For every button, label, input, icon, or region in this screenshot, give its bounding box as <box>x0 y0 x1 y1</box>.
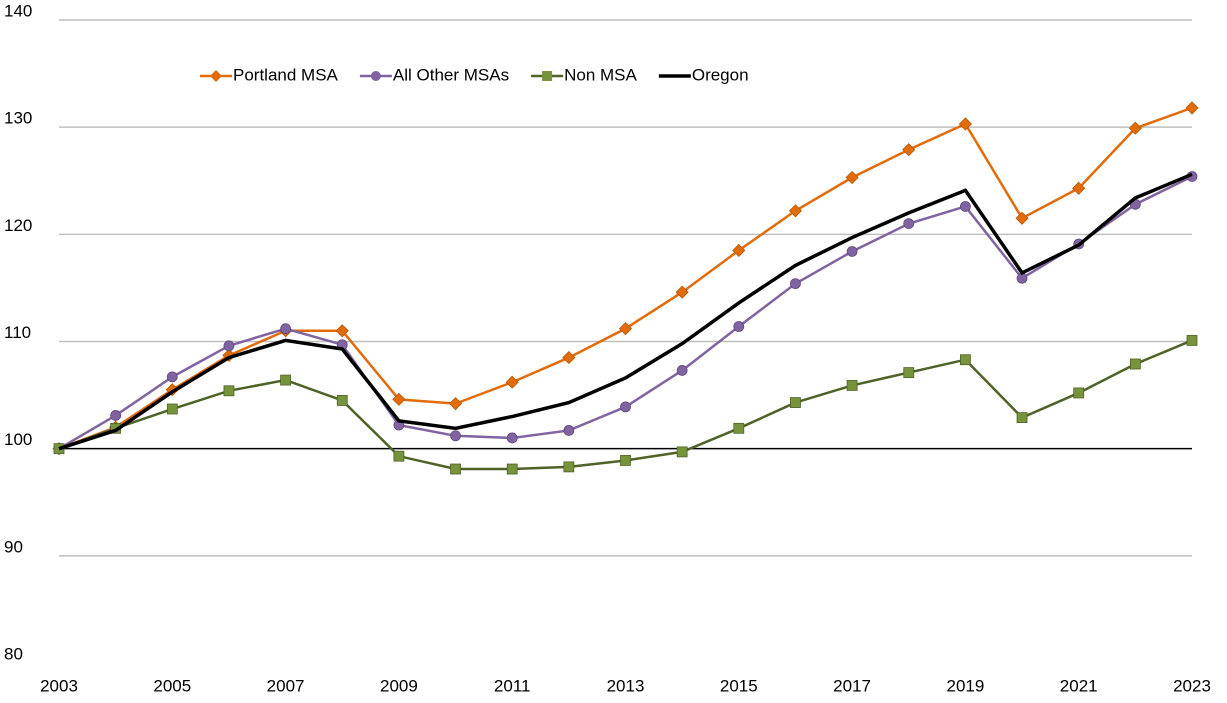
marker <box>676 365 688 376</box>
series <box>58 172 1193 451</box>
line <box>58 172 1193 451</box>
marker <box>505 375 519 389</box>
marker <box>280 323 292 335</box>
marker <box>618 322 633 336</box>
marker <box>506 463 518 475</box>
marker <box>450 430 461 442</box>
legend-item: Portland MSA <box>200 65 339 84</box>
x-tick-label: 2017 <box>833 676 871 695</box>
marker <box>845 170 859 185</box>
marker <box>222 348 236 362</box>
marker <box>166 403 178 415</box>
x-tick-label: 2023 <box>1173 676 1211 695</box>
series <box>53 171 1198 455</box>
marker <box>110 410 122 421</box>
y-tick-label: 120 <box>4 216 32 235</box>
marker <box>676 446 688 458</box>
x-tick-label: 2013 <box>607 676 645 695</box>
marker <box>790 397 801 408</box>
marker <box>846 246 858 257</box>
series <box>52 101 1199 456</box>
legend-marker <box>542 71 553 81</box>
marker <box>448 397 463 411</box>
legend-label: Portland MSA <box>233 65 339 84</box>
series <box>53 335 1198 475</box>
marker <box>1185 101 1199 115</box>
marker <box>223 340 235 352</box>
marker <box>903 367 915 378</box>
legend-label: All Other MSAs <box>393 65 509 84</box>
x-tick-label: 2003 <box>40 676 78 695</box>
marker <box>1129 358 1141 370</box>
marker <box>166 371 178 383</box>
marker <box>902 143 916 157</box>
marker <box>733 321 745 332</box>
legend-item: Non MSA <box>531 65 638 84</box>
y-tick-label: 140 <box>4 1 32 20</box>
marker <box>393 450 405 462</box>
marker <box>1016 412 1028 423</box>
legend-item: All Other MSAs <box>359 65 509 84</box>
x-tick-label: 2011 <box>494 676 531 695</box>
marker <box>562 351 576 365</box>
marker <box>1072 181 1086 195</box>
marker <box>958 117 972 131</box>
x-tick-label: 2021 <box>1060 676 1098 695</box>
marker <box>563 425 575 436</box>
marker <box>336 395 348 406</box>
marker <box>1186 335 1198 346</box>
y-tick-label: 110 <box>4 323 31 342</box>
x-tick-label: 2019 <box>946 676 984 695</box>
marker <box>788 204 803 218</box>
marker <box>675 285 689 299</box>
x-tick-label: 2007 <box>267 676 305 695</box>
y-tick-label: 100 <box>4 430 32 449</box>
marker <box>960 201 971 212</box>
marker <box>1015 211 1029 225</box>
marker <box>846 380 858 391</box>
marker <box>450 463 461 475</box>
marker <box>960 354 971 366</box>
marker <box>223 385 235 397</box>
marker <box>903 218 915 230</box>
y-tick-label: 130 <box>4 109 32 128</box>
marker <box>335 324 349 338</box>
marker <box>1073 387 1085 399</box>
marker <box>620 455 631 466</box>
marker <box>732 243 746 257</box>
legend-marker <box>370 71 381 81</box>
y-tick-label: 80 <box>4 644 23 663</box>
marker <box>392 392 406 406</box>
marker <box>620 401 631 413</box>
marker <box>506 432 518 444</box>
marker <box>790 278 801 290</box>
x-tick-label: 2015 <box>720 676 758 695</box>
marker <box>1128 121 1142 135</box>
marker <box>280 374 292 386</box>
legend-item: Oregon <box>658 65 749 84</box>
legend-label: Oregon <box>692 65 749 84</box>
legend-marker <box>210 70 222 82</box>
x-tick-label: 2005 <box>153 676 191 695</box>
x-tick-label: 2009 <box>380 676 418 695</box>
y-tick-label: 90 <box>4 537 23 556</box>
legend-label: Non MSA <box>564 65 637 84</box>
marker <box>733 422 745 434</box>
marker <box>563 461 575 473</box>
